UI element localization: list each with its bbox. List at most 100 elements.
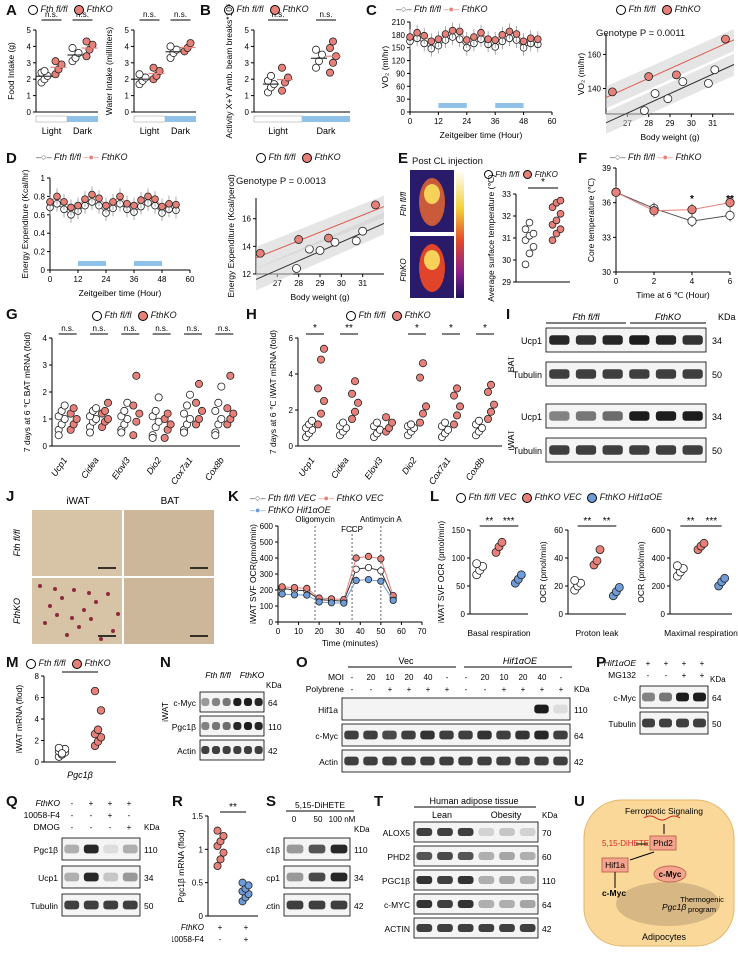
data-point (211, 406, 220, 415)
y-axis-label: OCR (pmol/min) (636, 541, 646, 603)
blot-band (222, 746, 231, 754)
blot-band (575, 335, 597, 345)
y-tick-label: 2 (43, 388, 48, 397)
legend-m: Fth fl/fl FthKO (26, 658, 111, 669)
sig-label: ** (687, 516, 695, 527)
category-label: Ucp1 (296, 455, 316, 478)
y-tick-label: 300 (260, 570, 274, 579)
data-point (452, 411, 461, 420)
y-axis-label: VO₂ (ml/hr) (576, 53, 586, 96)
y-tick-label: 33 (602, 233, 611, 242)
x-tick-label: 6 (728, 277, 733, 286)
mouse-heat-core (424, 184, 440, 204)
data-point (317, 409, 326, 418)
regression-line (605, 39, 735, 98)
column-label: BAT (161, 496, 180, 507)
y-tick-label: 0 (661, 610, 666, 619)
dark-phase-bar (78, 261, 106, 266)
data-point (74, 201, 82, 210)
blot-band (499, 924, 515, 932)
data-point (151, 195, 159, 203)
blot-frame (639, 711, 709, 735)
blot-q: FthKO - + + +10058-F4 - - + - DMOG - - - + KDa Pgc1β 110… (24, 798, 160, 917)
data-point (238, 878, 247, 887)
data-point (720, 573, 730, 583)
data-point (463, 36, 471, 44)
category-label: Dark (316, 126, 336, 136)
blot-band (382, 756, 397, 766)
sig-label: n.s. (187, 324, 200, 333)
y-tick-label: 140 (588, 84, 602, 93)
sig-label: n.s. (124, 324, 137, 333)
data-point (449, 391, 458, 400)
group-label: FthKO (240, 670, 265, 680)
blot-band (233, 722, 242, 730)
row-label: Hif1a (318, 705, 338, 715)
legend-label-ko: FthKO (84, 658, 111, 668)
blot-band (211, 722, 221, 730)
data-point (60, 198, 68, 206)
data-point (51, 57, 60, 66)
chart-g-bat-mrna: 0 1 2 3 4 7 days at 6 ℃ BAT mRNA (fold) Ucp1 n.… (22, 324, 240, 486)
data-point (219, 848, 228, 857)
row-label: MOI (328, 672, 344, 682)
y-tick-label: 0.2 (34, 248, 46, 257)
treatment-value: - (71, 799, 74, 808)
mg132-value: - (647, 671, 650, 680)
x-tick-label: 24 (102, 275, 111, 284)
x-tick-label: 60 (186, 275, 195, 284)
data-point (595, 545, 605, 554)
stain-spot (60, 596, 64, 600)
treatment-value: + (127, 799, 132, 808)
data-point (101, 406, 110, 415)
data-point (434, 35, 443, 43)
blot-frame (341, 697, 571, 721)
data-point (278, 583, 286, 591)
diagram-label: Adipocytes (642, 932, 687, 942)
data-point (389, 596, 397, 605)
y-tick-label: 0 (41, 266, 46, 275)
chart-l-maximal: 0 200 400 600 OCR (pmol/min) Maximal respirat… (636, 516, 738, 638)
data-point (328, 58, 337, 67)
data-point (640, 106, 649, 115)
blot-band (553, 704, 568, 714)
data-point (211, 431, 220, 440)
dose-value: 0 (292, 815, 297, 824)
row-label: Hif1αOE (604, 658, 637, 668)
blot-band (534, 756, 549, 766)
blot-band (308, 900, 326, 910)
data-point (144, 192, 152, 201)
blot-band (330, 844, 348, 854)
data-point (53, 192, 61, 201)
data-point (116, 192, 124, 201)
data-point (552, 216, 561, 225)
y-axis-label: Core temperature (℃) (586, 178, 596, 262)
data-point (158, 202, 166, 211)
chart-d-ee-time: 0 0.2 0.4 0.6 0.8 1 0 12 24 36 48 60 Energy Expendit… (20, 169, 195, 298)
data-point (687, 216, 697, 226)
row-label: MG132 (608, 670, 636, 680)
y-tick-label: 2 (35, 737, 40, 746)
data-point (129, 401, 138, 410)
moi-value: 40 (424, 673, 433, 682)
kda-label: 50 (712, 719, 722, 729)
legend-label-ko: FthKO (150, 310, 177, 320)
y-tick-label: 1 (27, 92, 32, 101)
y-tick-label: 600 (260, 522, 274, 531)
blot-band (642, 692, 655, 702)
y-tick-label: 1 (43, 415, 48, 424)
stain-spot (94, 600, 98, 604)
blot-band (308, 872, 326, 882)
blot-band (477, 730, 492, 740)
category-label: Cidea (329, 455, 351, 480)
sig-label: n.s. (218, 324, 231, 333)
data-point (427, 37, 436, 46)
moi-value: 40 (538, 673, 547, 682)
legend-l: Fth fl/fl VEC FthKO VEC FthKO Hif1αOE (456, 492, 662, 503)
stain-spot (89, 617, 93, 621)
moi-value: - (446, 673, 449, 682)
x-tick-label: 60 (548, 117, 557, 126)
stain-spot (65, 633, 69, 637)
blot-band (655, 369, 677, 379)
panel-label-o: O (296, 654, 308, 671)
